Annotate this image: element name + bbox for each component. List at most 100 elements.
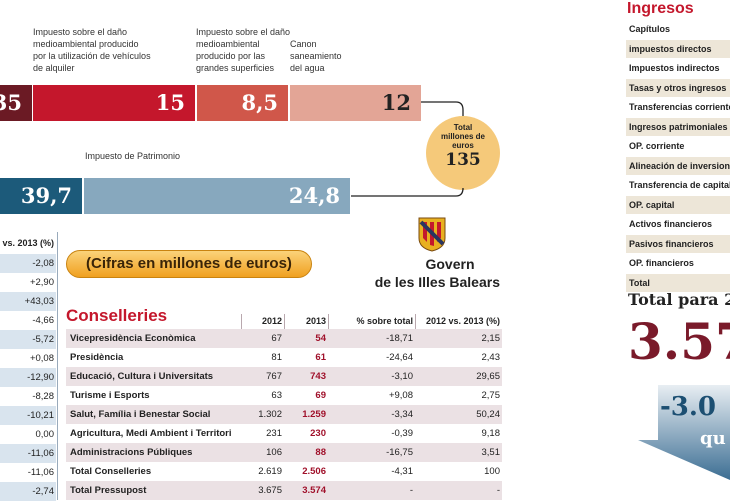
- consellerie-y2012: 67: [271, 333, 282, 344]
- ingresos-title: Ingresos: [627, 0, 694, 17]
- conselleries-header: 2012 vs. 2013 (%): [425, 316, 500, 326]
- bar-segment-label: Impuesto sobre el daño medioambiental pr…: [33, 27, 151, 73]
- consellerie-y2012: 231: [266, 428, 282, 439]
- left-column-row: -4,66: [0, 311, 56, 330]
- currency-note: (Cifras en millones de euros): [66, 250, 312, 278]
- ingresos-row: Ingresos patrimoniales: [626, 117, 730, 136]
- consellerie-name: Administracions Públiques: [70, 447, 193, 458]
- bar-segment: 24,8: [84, 178, 350, 214]
- left-column-row: -11,06: [0, 463, 56, 482]
- consellerie-vs: 50,24: [476, 409, 500, 420]
- consellerie-y2012: 81: [271, 352, 282, 363]
- left-column-row: +43,03: [0, 292, 56, 311]
- ingresos-row: Pasivos financieros: [626, 234, 730, 253]
- conselleries-header: % sobre total: [356, 316, 413, 326]
- consellerie-vs: 100: [484, 466, 500, 477]
- left-column-row: -2,08: [0, 254, 56, 273]
- total-label: euros: [452, 141, 474, 150]
- consellerie-pct: -24,64: [386, 352, 413, 363]
- consellerie-y2013: 54: [315, 333, 326, 344]
- conselleries-title: Conselleries: [66, 306, 168, 325]
- consellerie-pct: +9,08: [388, 390, 413, 401]
- ingresos-row: Impuestos indirectos: [626, 59, 730, 77]
- consellerie-vs: 2,43: [481, 352, 501, 363]
- consellerie-y2013: 69: [315, 390, 326, 401]
- consellerie-row: Total Conselleries 2.619 2.506 -4,31 100: [66, 462, 502, 481]
- consellerie-y2013: 3.574: [302, 485, 326, 496]
- consellerie-y2012: 2.619: [258, 466, 282, 477]
- consellerie-y2013: 61: [315, 352, 326, 363]
- govern-crest: [417, 216, 447, 252]
- divider: [57, 232, 58, 500]
- ingresos-row: Transferencias corrientes: [626, 98, 730, 116]
- bar-segment: 12: [290, 85, 421, 121]
- ingresos-row: Transferencia de capital: [626, 176, 730, 194]
- consellerie-vs: 9,18: [481, 428, 501, 439]
- left-column-row: 0,00: [0, 425, 56, 444]
- consellerie-name: Vicepresidència Econòmica: [70, 333, 196, 344]
- consellerie-pct: -: [409, 485, 413, 496]
- left-column-row: -10,21: [0, 406, 56, 425]
- bar-segment-label: Canon saneamiento del agua: [290, 39, 342, 73]
- bar-segment-label: Impuesto sobre el daño medioambiental pr…: [196, 27, 291, 73]
- consellerie-vs: 2,15: [481, 333, 501, 344]
- consellerie-y2013: 2.506: [302, 466, 326, 477]
- left-column-row: +0,08: [0, 349, 56, 368]
- consellerie-row: Administracions Públiques 106 88 -16,75 3,51: [66, 443, 502, 462]
- ingresos-row: OP. capital: [626, 195, 730, 214]
- consellerie-vs: 29,65: [476, 371, 500, 382]
- bar-segment: 15: [33, 85, 195, 121]
- consellerie-pct: -4,31: [391, 466, 413, 477]
- consellerie-y2012: 106: [266, 447, 282, 458]
- bar-segment: 8,5: [197, 85, 288, 121]
- left-column-row: -12,90: [0, 368, 56, 387]
- consellerie-row: Presidència 81 61 -24,64 2,43: [66, 348, 502, 367]
- consellerie-name: Educació, Cultura i Universitats: [70, 371, 214, 382]
- ingresos-row: Alineación de inversiones: [626, 156, 730, 175]
- left-column-row: -11,06: [0, 444, 56, 463]
- conselleries-header: 2013: [305, 316, 326, 326]
- consellerie-name: Agricultura, Medi Ambient i Territori: [70, 428, 232, 439]
- consellerie-row: Total Pressupost 3.675 3.574 - -: [66, 481, 502, 500]
- ingresos-row: OP. corriente: [626, 137, 730, 155]
- consellerie-y2013: 230: [310, 428, 326, 439]
- consellerie-row: Educació, Cultura i Universitats 767 743 -3…: [66, 367, 502, 386]
- consellerie-name: Total Conselleries: [70, 466, 152, 477]
- consellerie-name: Total Pressupost: [70, 485, 147, 496]
- govern-logo-line1: Govern: [425, 256, 475, 272]
- arrow-value: -3.0: [660, 392, 717, 422]
- consellerie-y2013: 88: [315, 447, 326, 458]
- ingresos-row: Tasas y otros ingresos: [626, 78, 730, 97]
- bar-segment: 35: [0, 85, 32, 121]
- left-column-row: -8,28: [0, 387, 56, 406]
- total-value: 135: [445, 150, 481, 170]
- consellerie-y2012: 1.302: [258, 409, 282, 420]
- bar-segment-label: Impuesto de Patrimonio: [85, 151, 181, 161]
- consellerie-y2012: 63: [271, 390, 282, 401]
- total-label: Total: [453, 123, 473, 132]
- arrow-sub: qu: [700, 428, 726, 449]
- ingresos-row: impuestos directos: [626, 39, 730, 58]
- consellerie-y2013: 743: [310, 371, 326, 382]
- consellerie-row: Agricultura, Medi Ambient i Territori 231…: [66, 424, 502, 443]
- left-column-row: -2,74: [0, 482, 56, 501]
- down-arrow-icon: [638, 385, 730, 480]
- consellerie-pct: -0,39: [391, 428, 413, 439]
- left-column-header: vs. 2013 (%): [2, 238, 54, 248]
- total-year-value: 3.57: [628, 312, 730, 371]
- left-column-row: -5,72: [0, 330, 56, 349]
- conselleries-header: 2012: [261, 316, 282, 326]
- ingresos-row: Capítulos: [626, 20, 730, 38]
- consellerie-row: Turisme i Esports 63 69 +9,08 2,75: [66, 386, 502, 405]
- consellerie-y2012: 767: [266, 371, 282, 382]
- ingresos-row: Total: [626, 273, 730, 292]
- consellerie-row: Vicepresidència Econòmica 67 54 -18,71 2,15: [66, 329, 502, 348]
- consellerie-row: Salut, Família i Benestar Social 1.302 1.2…: [66, 405, 502, 424]
- consellerie-y2013: 1.259: [302, 409, 326, 420]
- consellerie-name: Turisme i Esports: [70, 390, 150, 401]
- consellerie-vs: 3,51: [481, 447, 501, 458]
- left-column-row: +2,90: [0, 273, 56, 292]
- total-circle: Total millones de euros 135: [426, 116, 500, 190]
- consellerie-y2012: 3.675: [258, 485, 282, 496]
- consellerie-pct: -18,71: [386, 333, 413, 344]
